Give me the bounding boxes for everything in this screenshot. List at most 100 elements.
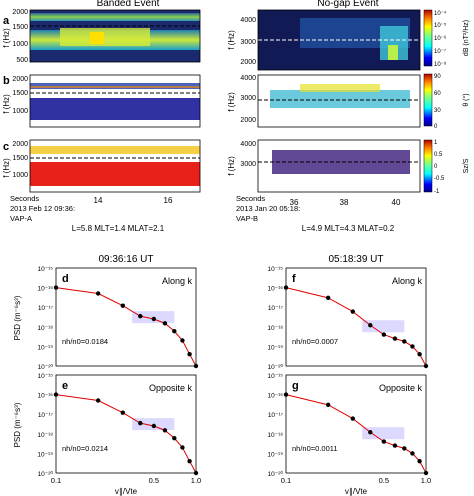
cb-a-tick: 10⁻⁸ bbox=[434, 61, 447, 68]
cb-b-tick: 90 bbox=[434, 74, 441, 80]
panel-c-right bbox=[257, 139, 421, 193]
psd-axes bbox=[285, 374, 427, 474]
psd-ytick: 10⁻²⁰ bbox=[268, 363, 284, 371]
ytick: 2000 bbox=[12, 141, 28, 148]
xtick: 14 bbox=[94, 196, 103, 205]
cb-a-tick: 10⁻⁷ bbox=[434, 48, 446, 55]
psd-ytick: 10⁻¹⁹ bbox=[37, 451, 53, 458]
ytick: 3000 bbox=[240, 39, 256, 46]
panel-letter-d: d bbox=[62, 273, 69, 285]
psd-data-point bbox=[53, 392, 59, 397]
psd-panel-d: d Along k nh/n0=0.0184 10⁻¹⁵ 10⁻¹⁶ 10⁻¹⁷ 10⁻¹⁸… bbox=[37, 266, 199, 371]
psd-data-point bbox=[180, 338, 185, 343]
left-caption: Seconds 2013 Feb 12 09:36: VAP-A bbox=[10, 194, 75, 223]
psd-data-point bbox=[392, 336, 398, 341]
panel-letter-f: f bbox=[292, 273, 296, 285]
psd-data-point bbox=[350, 416, 355, 421]
psd-xtick: 1.0 bbox=[421, 476, 431, 485]
psd-panel-f: f Along k nh/n0=0.0007 10⁻¹⁵ 10⁻¹⁶ 10⁻¹⁷ 10⁻¹⁸… bbox=[267, 266, 429, 371]
ytick: 1500 bbox=[12, 90, 28, 97]
direction-annotation: Along k bbox=[392, 276, 423, 286]
cb-b-tick: 30 bbox=[434, 108, 441, 114]
psd-ylabel-bottom: PSD (m⁻⁶s³) bbox=[13, 402, 22, 447]
colorbar-ticks: 10⁻⁴ 10⁻⁵ 10⁻⁶ 10⁻⁷ 10⁻⁸ 90 60 30 0 1 0.… bbox=[434, 10, 447, 195]
psd-ytick: 10⁻¹⁸ bbox=[267, 325, 283, 332]
direction-annotation: Opposite k bbox=[149, 383, 193, 393]
psd-data-point bbox=[187, 351, 192, 357]
panel-a-left bbox=[29, 9, 201, 63]
psd-xlabel-right: v∥/Vte bbox=[345, 487, 368, 496]
psd-xtick: 1.0 bbox=[191, 476, 201, 485]
ytick: 2000 bbox=[12, 76, 28, 83]
psd-xtick: 0.1 bbox=[281, 476, 291, 485]
cb-c-tick: -1 bbox=[434, 189, 440, 195]
xtick: 40 bbox=[392, 198, 401, 207]
psd-ytick: 10⁻¹⁹ bbox=[37, 344, 53, 351]
psd-ytick: 10⁻²⁰ bbox=[38, 363, 54, 371]
cb-c-tick: 0.5 bbox=[434, 152, 443, 158]
psd-data-point bbox=[417, 351, 422, 357]
ylabel-c-right: f (Hz) bbox=[227, 156, 236, 176]
psd-data-point bbox=[138, 313, 143, 319]
ytick: 1500 bbox=[12, 24, 28, 31]
psd-ylabel-top: PSD (m⁻⁶s³) bbox=[13, 295, 22, 340]
ytick: 1500 bbox=[12, 155, 28, 162]
psd-data-point bbox=[193, 363, 199, 369]
direction-annotation: Along k bbox=[162, 276, 193, 286]
psd-ytick: 10⁻¹⁶ bbox=[267, 286, 283, 293]
caption-line: Seconds bbox=[10, 194, 39, 203]
ytick: 2000 bbox=[12, 9, 28, 16]
caption-line: Seconds bbox=[236, 194, 265, 203]
psd-data-point bbox=[151, 316, 157, 322]
psd-data-point bbox=[392, 443, 398, 448]
ylabel-c-left: f (Hz) bbox=[2, 158, 11, 178]
psd-ytick: 10⁻¹⁶ bbox=[267, 393, 283, 400]
psd-xtick: 0.5 bbox=[149, 476, 159, 485]
cb-a-tick: 10⁻⁵ bbox=[434, 22, 447, 29]
psd-data-point bbox=[120, 303, 125, 308]
psd-data-point bbox=[162, 428, 168, 433]
colorbar-c bbox=[423, 139, 433, 193]
model-curve bbox=[55, 287, 197, 367]
xtick: 36 bbox=[290, 198, 299, 207]
cb-a-label: dB (nT²/Hz) bbox=[463, 20, 470, 56]
psd-axes bbox=[285, 267, 427, 367]
caption-line: 2013 Feb 12 09:36: bbox=[10, 204, 75, 213]
psd-data-point bbox=[180, 445, 185, 450]
ytick: 4000 bbox=[240, 17, 256, 24]
psd-data-point bbox=[95, 398, 101, 403]
ytick: 3000 bbox=[240, 161, 256, 168]
psd-xlabel-left: v∥/Vte bbox=[115, 487, 138, 496]
psd-ytick: 10⁻²⁰ bbox=[268, 470, 284, 478]
psd-ytick: 10⁻¹⁶ bbox=[37, 393, 53, 400]
psd-ytick: 10⁻¹⁹ bbox=[267, 344, 283, 351]
panel-letter-e: e bbox=[62, 380, 68, 392]
psd-xtick: 0.5 bbox=[379, 476, 389, 485]
panel-letter-b: b bbox=[3, 75, 10, 87]
psd-ytick: 10⁻¹⁵ bbox=[267, 266, 283, 273]
cb-c-label: Sz/S bbox=[463, 158, 470, 173]
psd-data-point bbox=[172, 435, 177, 441]
density-ratio: nh/n0=0.0184 bbox=[62, 337, 108, 346]
density-ratio: nh/n0=0.0214 bbox=[62, 444, 108, 453]
right-time-title: 05:18:39 UT bbox=[328, 254, 383, 265]
colorbar-a bbox=[423, 9, 433, 67]
ytick: 1000 bbox=[12, 41, 28, 48]
cb-b-label: θ (°) bbox=[462, 93, 470, 106]
cb-c-tick: 1 bbox=[434, 140, 438, 146]
cb-b-tick: 60 bbox=[434, 91, 441, 97]
psd-data-point bbox=[325, 402, 331, 408]
ylabel-a-right: f (Hz) bbox=[227, 30, 236, 50]
psd-ytick: 10⁻¹⁵ bbox=[37, 266, 53, 273]
psd-data-point bbox=[283, 285, 289, 290]
psd-data-point bbox=[187, 458, 192, 464]
psd-data-point bbox=[283, 392, 289, 397]
ylabel-a-left: f (Hz) bbox=[2, 28, 11, 48]
psd-data-point bbox=[95, 291, 101, 296]
psd-ytick: 10⁻¹⁶ bbox=[37, 286, 53, 293]
right-caption: Seconds 2013 Jan 20 05:18: VAP-B bbox=[236, 194, 300, 223]
psd-ytick: 10⁻¹⁷ bbox=[38, 305, 54, 312]
right-params: L=4.9 MLT=4.3 MLAT=0.2 bbox=[302, 224, 395, 233]
panel-c-left bbox=[29, 139, 201, 193]
